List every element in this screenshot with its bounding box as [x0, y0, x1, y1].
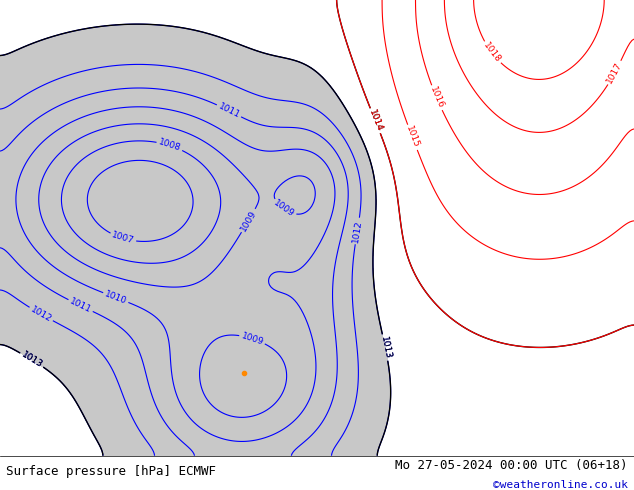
- Text: 1014: 1014: [367, 108, 384, 133]
- Text: 1013: 1013: [20, 350, 44, 369]
- Text: 1011: 1011: [68, 296, 93, 315]
- Text: 1011: 1011: [217, 101, 242, 120]
- Text: 1017: 1017: [605, 61, 624, 85]
- Text: 1008: 1008: [157, 138, 182, 153]
- Text: 1013: 1013: [378, 335, 392, 360]
- Text: 1007: 1007: [111, 231, 135, 246]
- Text: Surface pressure [hPa] ECMWF: Surface pressure [hPa] ECMWF: [6, 465, 216, 478]
- Text: 1012: 1012: [351, 219, 363, 243]
- Text: ©weatheronline.co.uk: ©weatheronline.co.uk: [493, 480, 628, 490]
- Text: 1014: 1014: [367, 108, 384, 133]
- Text: 1009: 1009: [239, 208, 258, 233]
- Text: 1010: 1010: [103, 289, 128, 306]
- Text: 1012: 1012: [29, 305, 53, 324]
- Text: 1018: 1018: [481, 41, 503, 65]
- Text: 1013: 1013: [378, 335, 392, 360]
- Text: 1009: 1009: [272, 198, 296, 219]
- Text: 1016: 1016: [428, 85, 445, 110]
- Text: 1015: 1015: [404, 125, 421, 149]
- Text: Mo 27-05-2024 00:00 UTC (06+18): Mo 27-05-2024 00:00 UTC (06+18): [395, 460, 628, 472]
- Text: 1013: 1013: [20, 350, 44, 369]
- Text: 1009: 1009: [240, 331, 264, 346]
